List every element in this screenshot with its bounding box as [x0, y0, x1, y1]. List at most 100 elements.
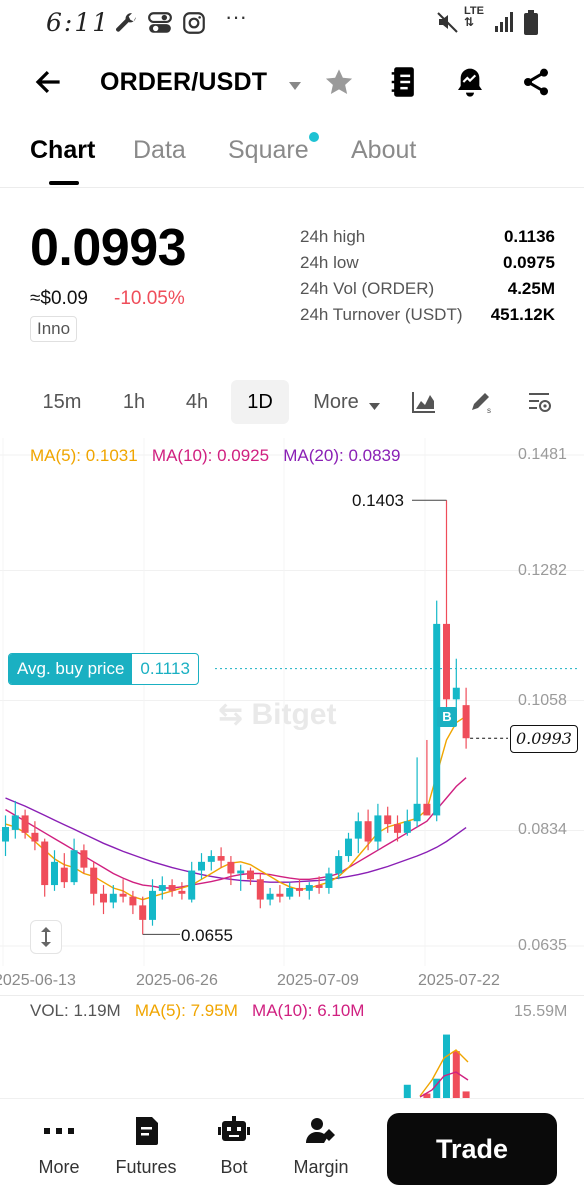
pencil-icon: s	[472, 393, 491, 415]
avg-buy-label: Avg. buy price	[9, 654, 133, 684]
interval-more[interactable]: More	[313, 391, 359, 413]
trade-button[interactable]: Trade	[387, 1113, 557, 1185]
margin-icon	[276, 1113, 366, 1149]
ma20-line	[5, 797, 467, 883]
volume-value: VOL: 1.19M	[30, 1001, 121, 1020]
candle-body	[296, 887, 303, 891]
stat-row-high: 24h high 0.1136	[300, 227, 555, 253]
orders-button[interactable]	[386, 64, 422, 100]
candle-body	[256, 879, 264, 900]
candle-body	[149, 890, 156, 920]
network-indicator: LTE ⇅	[464, 5, 484, 29]
nav-label: Bot	[220, 1157, 248, 1177]
stat-value: 4.25M	[507, 279, 555, 298]
candle-body	[41, 841, 49, 886]
stat-row-low: 24h low 0.0975	[300, 253, 555, 279]
nav-margin[interactable]: Margin	[276, 1113, 366, 1178]
y-tick-label: 0.0834	[518, 821, 567, 838]
volume-bar	[423, 1093, 431, 1098]
low-price-label: 0.0655	[181, 926, 233, 945]
candle-body	[266, 893, 274, 900]
nav-bot[interactable]: Bot	[189, 1113, 279, 1178]
interval-1d[interactable]: 1D	[231, 380, 289, 424]
tab-square[interactable]: Square	[228, 136, 309, 164]
candle-body	[354, 821, 362, 839]
candle-body	[90, 867, 98, 894]
volume-bar	[462, 1091, 470, 1098]
favorite-button[interactable]	[321, 64, 357, 100]
candle-body	[11, 815, 19, 830]
ma10-label: MA(10): 0.0925	[151, 446, 270, 465]
zone-tag: Inno	[30, 316, 78, 342]
stat-value: 0.0975	[503, 253, 555, 272]
y-tick-label: 0.1481	[518, 446, 567, 463]
stat-value: 451.12K	[490, 305, 555, 324]
candle-body	[374, 815, 382, 842]
interval-1h[interactable]: 1h	[122, 391, 146, 413]
bottom-nav: More Futures Bot Margin Trade	[0, 1098, 584, 1200]
vertical-expand-icon	[41, 927, 51, 947]
indicator-chart-button[interactable]	[411, 390, 437, 419]
candle-body	[21, 815, 29, 833]
candle-body	[178, 890, 186, 894]
tab-about[interactable]: About	[351, 136, 417, 164]
tab-data[interactable]: Data	[133, 136, 186, 164]
settings-list-icon	[529, 393, 551, 412]
alert-bell-icon	[458, 68, 482, 97]
candle-body	[237, 870, 245, 874]
volume-ma5: MA(5): 7.95M	[134, 1001, 238, 1020]
more-notifications-icon: ···	[225, 4, 247, 29]
tab-bar: Chart Data Square About	[0, 128, 584, 188]
nav-futures[interactable]: Futures	[101, 1113, 191, 1178]
volume-divider	[0, 995, 584, 996]
volume-bar	[403, 1084, 411, 1098]
candle-body	[2, 827, 9, 842]
candle-body	[207, 856, 215, 862]
volume-bar	[443, 1034, 450, 1098]
x-tick-label: 2025-06-26	[136, 972, 218, 989]
header: ORDER/USDT	[0, 52, 584, 112]
last-price: 0.0993	[30, 219, 187, 277]
avg-buy-value: 0.1113	[140, 659, 190, 678]
candle-body	[413, 803, 421, 822]
interval-15m[interactable]: 15m	[42, 391, 82, 413]
back-button[interactable]	[30, 64, 66, 100]
pair-title[interactable]: ORDER/USDT	[100, 68, 268, 96]
chart-expand-button[interactable]	[30, 920, 62, 954]
volume-legend: VOL: 1.19M MA(5): 7.95M MA(10): 6.10M	[30, 1001, 364, 1021]
ma5-line	[5, 715, 467, 901]
current-price-tag: 0.0993	[510, 725, 578, 753]
toggle-icon	[147, 10, 173, 41]
chart-settings-button[interactable]	[527, 390, 553, 419]
volume-ma5-line	[419, 1049, 469, 1097]
high-price-label: 0.1403	[352, 491, 404, 510]
interval-4h[interactable]: 4h	[185, 391, 209, 413]
price-alert-button[interactable]	[452, 64, 488, 100]
x-tick-label: 2025-07-09	[277, 972, 359, 989]
share-button[interactable]	[518, 64, 554, 100]
signal-icon	[494, 10, 516, 39]
avg-buy-price-tag[interactable]: Avg. buy price 0.1113	[8, 653, 199, 685]
drawing-tool-button[interactable]: s	[469, 390, 495, 419]
candle-body	[462, 705, 470, 739]
candle-body	[60, 867, 68, 883]
candle-body	[217, 856, 225, 861]
candle-body	[433, 623, 441, 816]
robot-icon	[189, 1113, 279, 1149]
candle-body	[403, 821, 411, 833]
candle-body	[51, 861, 58, 886]
tab-chart[interactable]: Chart	[30, 136, 96, 164]
stat-value: 0.1136	[503, 227, 555, 246]
candlestick-chart[interactable]	[0, 438, 584, 998]
nav-label: Futures	[115, 1157, 177, 1177]
interval-toolbar: 15m 1h 4h 1D More s	[0, 380, 584, 426]
mute-icon	[436, 10, 460, 39]
nav-more[interactable]: More	[14, 1113, 104, 1178]
candle-body	[315, 885, 323, 888]
status-time: 6:11	[46, 8, 111, 37]
stat-label: 24h high	[300, 227, 366, 246]
chevron-down-icon[interactable]	[288, 78, 302, 96]
active-tab-indicator	[49, 181, 79, 185]
ma-legend: MA(5): 0.1031 MA(10): 0.0925 MA(20): 0.0…	[30, 446, 400, 466]
candle-body	[158, 885, 166, 891]
